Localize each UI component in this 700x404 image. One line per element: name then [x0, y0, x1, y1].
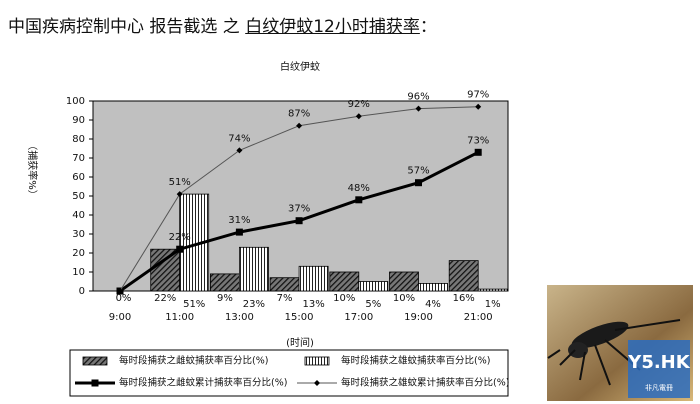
bar-label: 4% — [425, 299, 441, 310]
bar — [238, 246, 269, 292]
x-axis-label: (时间) — [286, 336, 314, 349]
y-tick-label: 10 — [72, 267, 85, 278]
bar — [298, 265, 329, 292]
bar-label: 22% — [154, 293, 176, 304]
marker — [415, 179, 422, 187]
bar-label: 13% — [302, 299, 324, 310]
bar — [418, 282, 448, 292]
x-tick-label: 9:00 — [109, 312, 131, 323]
bar — [358, 281, 389, 292]
marker — [236, 147, 243, 154]
marker — [355, 113, 362, 120]
heading-prefix: 中国疾病控制中心 报告截选 之 — [8, 17, 246, 37]
bar-label: 0% — [116, 293, 132, 304]
y-tick-label: 90 — [72, 115, 85, 126]
bar-label: 10% — [393, 293, 415, 304]
bar-label: 10% — [333, 293, 355, 304]
photo: Y5.HK 非凡電冊 — [547, 285, 693, 401]
marker — [415, 105, 422, 112]
bar-label: 7% — [277, 293, 293, 304]
x-tick-label: 13:00 — [225, 312, 254, 323]
marker — [474, 148, 482, 156]
point-label: 73% — [467, 135, 489, 146]
x-tick-label: 19:00 — [404, 312, 433, 323]
marker — [475, 103, 482, 110]
x-tick-label: 17:00 — [344, 312, 373, 323]
point-label: 51% — [169, 177, 191, 188]
marker — [176, 191, 183, 198]
x-tick-label: 21:00 — [464, 312, 493, 323]
legend-label: 每时段捕获之雌蚊累计捕获率百分比(%) — [119, 377, 287, 389]
legend-swatch — [304, 356, 330, 366]
marker — [355, 196, 363, 204]
y-tick-label: 50 — [72, 191, 85, 202]
bar-label: 51% — [183, 299, 205, 310]
chart-title: 白纹伊蚊 — [280, 60, 320, 73]
point-label: 87% — [288, 109, 310, 120]
point-label: 96% — [407, 92, 429, 103]
y-tick-label: 80 — [72, 134, 85, 145]
marker — [296, 122, 303, 129]
legend — [69, 349, 509, 397]
point-label: 31% — [228, 215, 250, 226]
y-tick-label: 70 — [72, 153, 85, 164]
x-tick-label: 15:00 — [285, 312, 314, 323]
heading: 中国疾病控制中心 报告截选 之 白纹伊蚊12小时捕获率： — [8, 12, 437, 37]
bar — [209, 273, 240, 292]
bar-label: 16% — [453, 293, 475, 304]
y-tick-label: 30 — [72, 229, 85, 240]
x-tick-label: 11:00 — [165, 312, 194, 323]
marker — [295, 217, 303, 225]
legend-swatch — [82, 356, 108, 366]
point-label: 22% — [169, 232, 191, 243]
bar — [150, 248, 181, 292]
bar-label: 5% — [365, 299, 381, 310]
y-tick-label: 60 — [72, 172, 85, 183]
bar — [448, 260, 479, 292]
point-label: 97% — [467, 90, 489, 101]
marker — [117, 288, 123, 294]
bar-label: 1% — [485, 299, 501, 310]
marker — [176, 245, 184, 253]
legend-label: 每时段捕获之雄蚊捕获率百分比(%) — [341, 355, 490, 367]
bar — [389, 271, 419, 292]
legend-label: 每时段捕获之雌蚊捕获率百分比(%) — [119, 355, 268, 367]
bar — [477, 288, 508, 292]
y-tick-label: 100 — [66, 96, 85, 107]
legend-marker — [91, 379, 99, 387]
legend-marker — [314, 380, 320, 386]
bar — [269, 277, 300, 292]
heading-suffix: ： — [419, 17, 437, 37]
marker — [235, 228, 243, 236]
y-tick-label: 20 — [72, 248, 85, 259]
logo-sub: 非凡電冊 — [645, 383, 673, 392]
bar — [329, 271, 360, 292]
bar-label: 23% — [243, 299, 265, 310]
y-tick-label: 40 — [72, 210, 85, 221]
bar-label: 9% — [217, 293, 233, 304]
point-label: 74% — [228, 133, 250, 144]
point-label: 37% — [288, 204, 310, 215]
heading-highlight: 白纹伊蚊12小时捕获率 — [245, 17, 420, 37]
point-label: 92% — [348, 99, 370, 110]
logo: Y5.HK — [627, 352, 690, 373]
point-label: 57% — [407, 166, 429, 177]
legend-label: 每时段捕获之雄蚊累计捕获率百分比(%) — [341, 377, 509, 389]
point-label: 48% — [348, 183, 370, 194]
y-tick-label: 0 — [79, 286, 85, 297]
y-axis-label: （捕获率%） — [26, 140, 39, 200]
